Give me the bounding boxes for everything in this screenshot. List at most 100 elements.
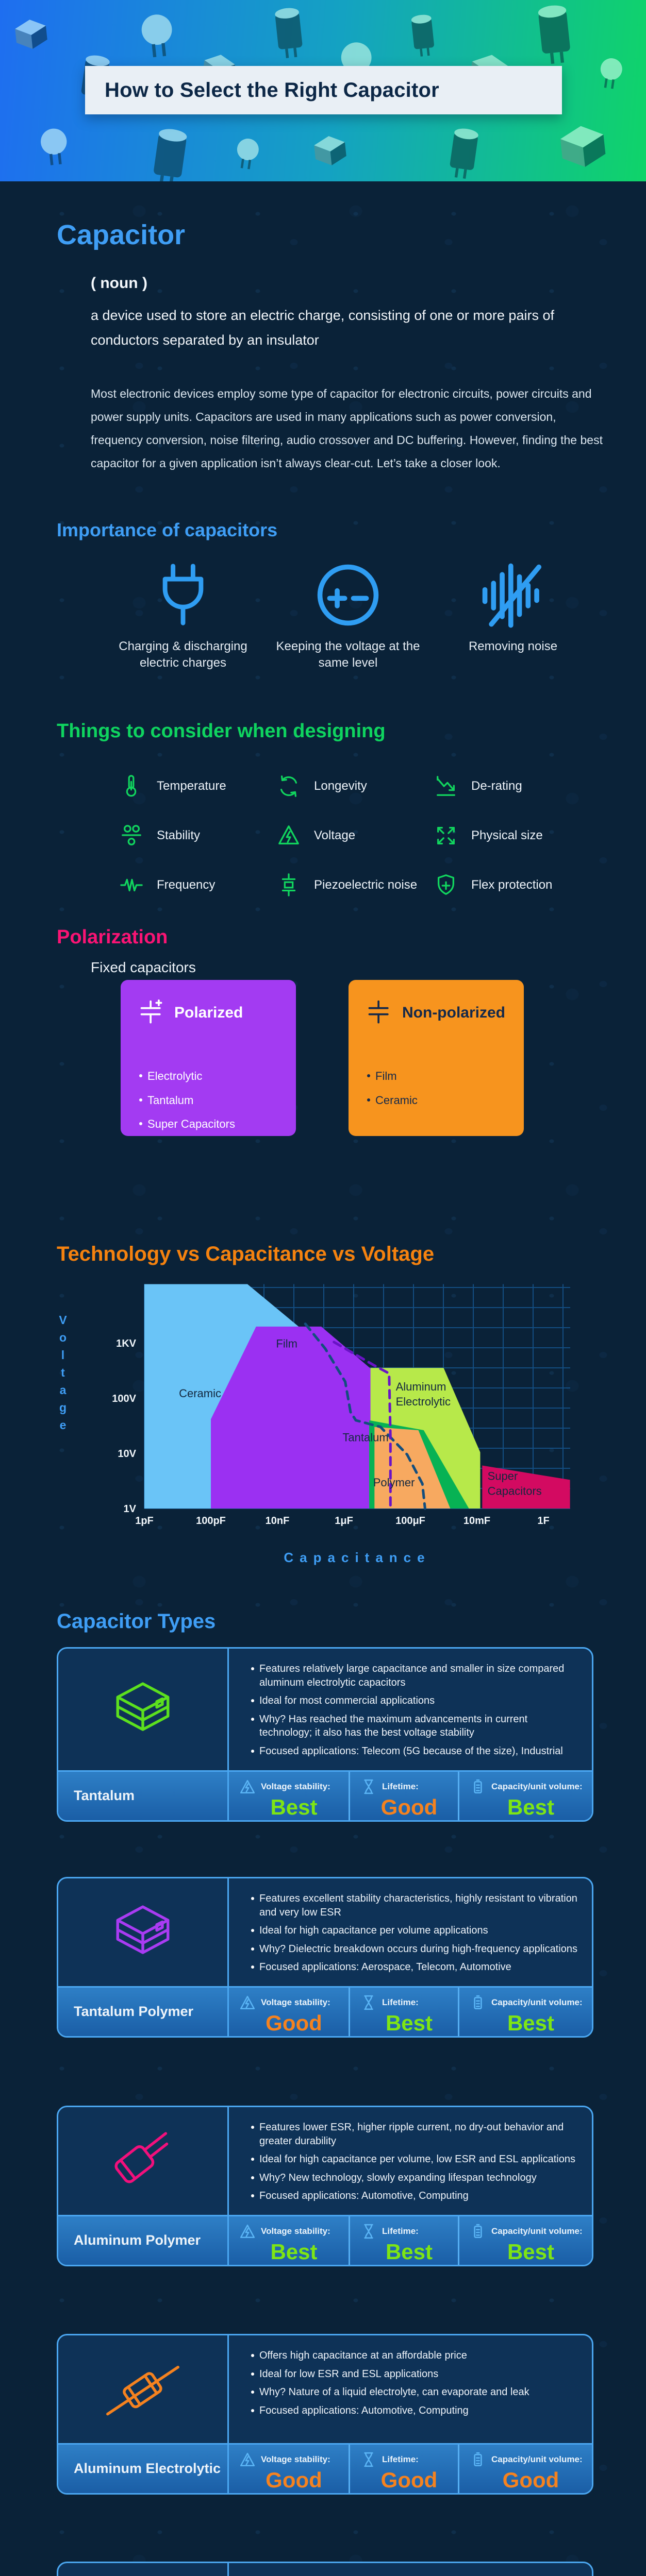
- list-item: Film: [367, 1064, 506, 1089]
- title-banner: How to Select the Right Capacitor: [85, 66, 562, 114]
- rating-value: Good: [502, 2468, 559, 2492]
- tantalum-chip-icon: [58, 1649, 229, 1770]
- rating-label: Voltage stability:: [261, 1997, 330, 2007]
- ratings-row: Voltage stability: Good Lifetime: Good C…: [229, 2443, 592, 2493]
- capacitor-type-card-tantalum: Features relatively large capacitance an…: [57, 1647, 593, 1822]
- bullet-item: Why? Has reached the maximum advancement…: [250, 1713, 582, 1740]
- consideration-label: Frequency: [157, 878, 216, 892]
- voltage-icon: [278, 825, 299, 844]
- svg-text:Ceramic: Ceramic: [179, 1387, 221, 1400]
- noise-mute-icon: [478, 557, 548, 632]
- hourglass-icon: [360, 1778, 377, 1795]
- rating-voltage-stability: Voltage stability: Best: [229, 1772, 349, 1820]
- list-item: Super Capacitors: [139, 1112, 278, 1137]
- rating-label: Lifetime:: [382, 2226, 419, 2236]
- rating-capacity: Capacity/unit volume: Good: [458, 2445, 592, 2493]
- axial-capacitor-icon: [58, 2335, 229, 2443]
- feature-list: Offers high capacitance at an affordable…: [250, 2349, 582, 2417]
- rating-lifetime: Lifetime: Best: [349, 2216, 458, 2265]
- svg-text:Aluminum: Aluminum: [396, 1380, 446, 1393]
- bullet-item: Features lower ESR, higher ripple curren…: [250, 2121, 582, 2148]
- svg-text:10mF: 10mF: [463, 1515, 490, 1527]
- rating-value: Best: [270, 2240, 318, 2264]
- rating-value: Good: [380, 2468, 438, 2492]
- polarized-card: Polarized Electrolytic Tantalum Super Ca…: [121, 980, 296, 1136]
- svg-text:Film: Film: [276, 1337, 297, 1350]
- battery-icon: [470, 2223, 486, 2240]
- bullet-item: Focused applications: Automotive, Comput…: [250, 2404, 582, 2418]
- svg-text:100V: 100V: [112, 1393, 136, 1404]
- consideration-item: Temperature: [120, 761, 277, 811]
- hourglass-icon: [360, 2451, 377, 2468]
- svg-text:1pF: 1pF: [135, 1515, 154, 1527]
- capacitor-type-name: Tantalum: [58, 1770, 229, 1820]
- film-box-icon: [58, 2563, 229, 2576]
- svg-text:Tantalum: Tantalum: [342, 1431, 388, 1444]
- svg-text:1KV: 1KV: [116, 1338, 137, 1349]
- svg-text:100pF: 100pF: [196, 1515, 226, 1527]
- stability-icon: [122, 825, 141, 845]
- rating-label: Capacity/unit volume:: [491, 2226, 583, 2236]
- battery-icon: [470, 1778, 486, 1795]
- svg-text:10nF: 10nF: [266, 1515, 290, 1527]
- consideration-label: Piezoelectric noise: [314, 878, 418, 892]
- svg-text:1F: 1F: [537, 1515, 549, 1527]
- consideration-item: Longevity: [277, 761, 434, 811]
- rating-value: Best: [385, 2011, 433, 2035]
- rating-lifetime: Lifetime: Best: [349, 1988, 458, 2036]
- bullet-item: Features excellent stability characteris…: [250, 1892, 582, 1919]
- svg-text:100μF: 100μF: [395, 1515, 425, 1527]
- rating-capacity: Capacity/unit volume: Best: [458, 2216, 592, 2265]
- capacitor-type-card-film: Provides high reliability with excellent…: [57, 2562, 593, 2576]
- bullet-item: Why? Dielectric breakdown occurs during …: [250, 1942, 582, 1956]
- consideration-item: De-rating: [434, 761, 591, 811]
- consideration-label: Stability: [157, 828, 201, 842]
- capacitor-type-card-aluminum-electrolytic: Offers high capacitance at an affordable…: [57, 2334, 593, 2495]
- importance-item: Removing noise: [436, 557, 590, 672]
- battery-icon: [470, 2451, 486, 2468]
- rating-capacity: Capacity/unit volume: Best: [458, 1771, 592, 1820]
- piezoelectric-noise-icon: [281, 873, 296, 896]
- feature-list: Features relatively large capacitance an…: [250, 1662, 582, 1758]
- bullet-item: Ideal for high capacitance per volume ap…: [250, 1924, 582, 1938]
- plug-icon: [151, 557, 215, 632]
- longevity-icon: [280, 775, 297, 797]
- rating-value: Good: [266, 2468, 322, 2492]
- bullet-item: Focused applications: Aerospace, Telecom…: [250, 1960, 582, 1974]
- rating-value: Best: [507, 2011, 555, 2035]
- rating-label: Capacity/unit volume:: [491, 2454, 583, 2464]
- part-of-speech: ( noun ): [91, 275, 147, 292]
- capacitor-type-name: Tantalum Polymer: [58, 1986, 229, 2036]
- physical-size-icon: [437, 827, 455, 844]
- rating-voltage-stability: Voltage stability: Good: [229, 1988, 349, 2036]
- consideration-label: De-rating: [471, 779, 522, 793]
- feature-list: Features excellent stability characteris…: [250, 1892, 582, 1974]
- bullet-item: Features relatively large capacitance an…: [250, 1662, 582, 1689]
- frequency-icon: [120, 878, 143, 892]
- rating-label: Voltage stability:: [261, 1781, 330, 1791]
- hero-header: How to Select the Right Capacitor: [0, 0, 646, 181]
- section-title-importance: Importance of capacitors: [57, 519, 278, 540]
- warning-lightning-icon: [239, 2451, 256, 2468]
- section-title-capacitor: Capacitor: [57, 219, 186, 250]
- list-item: Electrolytic: [139, 1064, 278, 1089]
- chart-title: Technology vs Capacitance vs Voltage: [57, 1243, 435, 1265]
- rating-voltage-stability: Voltage stability: Best: [229, 2216, 349, 2265]
- svg-text:10V: 10V: [118, 1448, 136, 1460]
- svg-text:Polymer: Polymer: [373, 1476, 415, 1489]
- rating-lifetime: Lifetime: Good: [349, 1771, 458, 1820]
- rating-label: Voltage stability:: [261, 2226, 330, 2236]
- section-title-considerations: Things to consider when designing: [57, 720, 386, 742]
- consideration-item: Piezoelectric noise: [277, 860, 434, 910]
- consideration-item: Voltage: [277, 811, 434, 860]
- rating-label: Capacity/unit volume:: [491, 1781, 583, 1791]
- importance-item: Charging & discharging electric charges: [106, 557, 260, 672]
- importance-label: Charging & discharging electric charges: [119, 639, 247, 670]
- section-title-capacitor-types: Capacitor Types: [57, 1610, 216, 1633]
- consideration-label: Flex protection: [471, 878, 553, 892]
- rating-value: Good: [380, 1794, 438, 1819]
- ratings-row: Voltage stability: Best Lifetime: Best C…: [229, 2215, 592, 2265]
- hourglass-icon: [360, 2223, 377, 2240]
- svg-text:1μF: 1μF: [335, 1515, 353, 1527]
